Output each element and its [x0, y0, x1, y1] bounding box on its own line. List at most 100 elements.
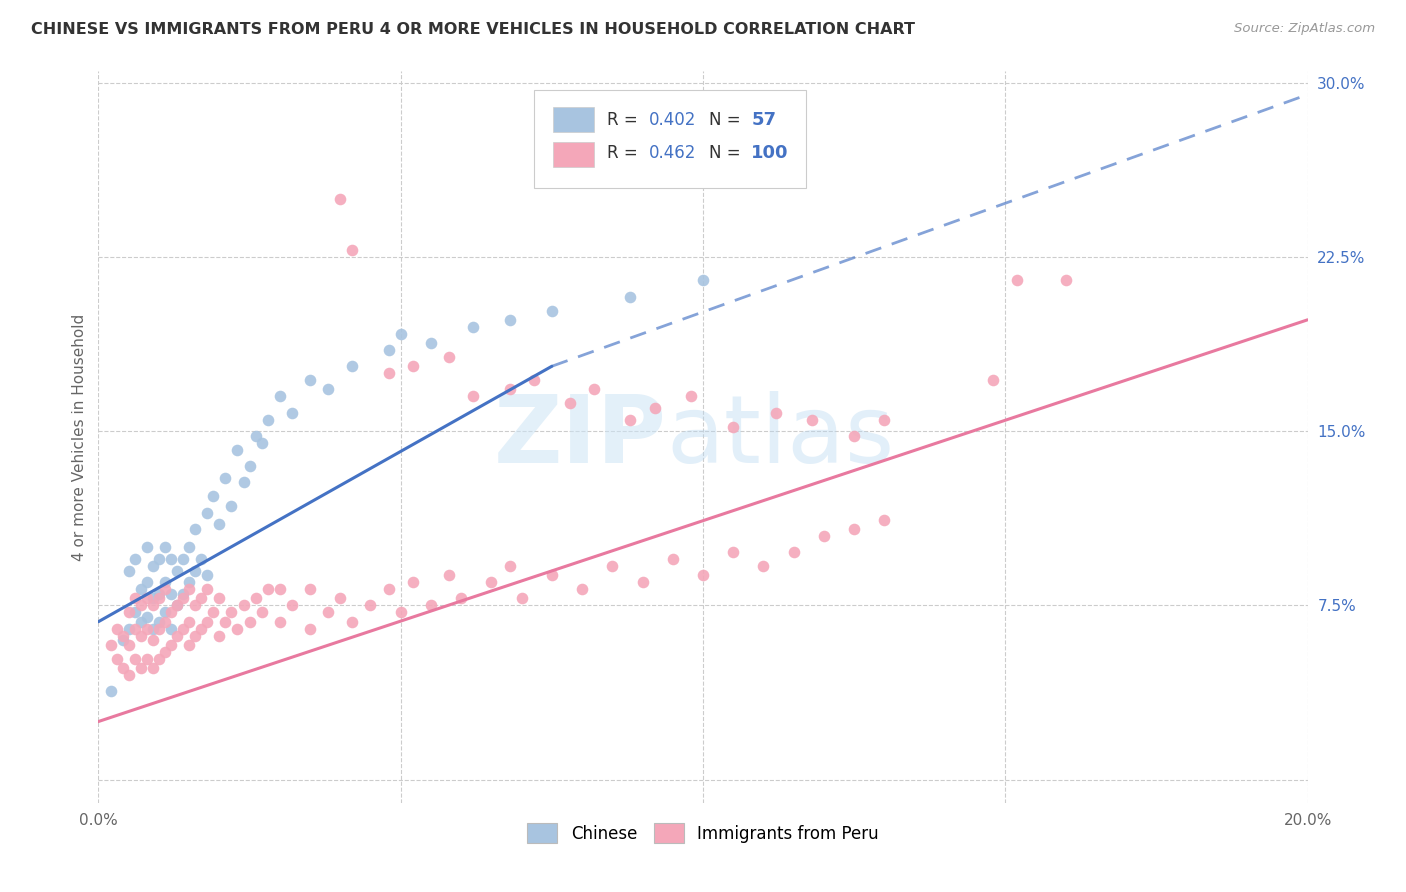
Point — [179, 575, 201, 590]
Point — [124, 606, 146, 620]
Point — [118, 638, 141, 652]
Text: N =: N = — [709, 145, 747, 162]
Point — [160, 622, 183, 636]
Point — [463, 389, 485, 403]
Point — [316, 383, 339, 397]
Text: 100: 100 — [751, 145, 789, 162]
Point — [148, 552, 170, 566]
Point — [226, 442, 249, 457]
Point — [142, 591, 165, 606]
Point — [166, 599, 188, 613]
Point — [498, 558, 520, 573]
Point — [124, 591, 146, 606]
Text: 0.402: 0.402 — [648, 111, 696, 128]
Point — [844, 429, 866, 443]
Point — [214, 615, 236, 629]
Point — [873, 412, 896, 426]
Point — [402, 575, 425, 590]
Point — [245, 429, 267, 443]
Point — [208, 517, 231, 532]
Point — [221, 499, 243, 513]
Point — [692, 273, 714, 287]
Point — [498, 313, 520, 327]
Point — [105, 652, 128, 666]
Point — [124, 552, 146, 566]
Text: 57: 57 — [751, 111, 776, 128]
Point — [342, 615, 364, 629]
Point — [179, 582, 201, 597]
Text: Source: ZipAtlas.com: Source: ZipAtlas.com — [1234, 22, 1375, 36]
Point — [118, 564, 141, 578]
Point — [208, 629, 231, 643]
Point — [135, 541, 157, 555]
Point — [800, 412, 823, 426]
Point — [160, 552, 183, 566]
Point — [195, 615, 218, 629]
Point — [377, 343, 399, 357]
Point — [723, 164, 745, 178]
Point — [153, 575, 176, 590]
Point — [498, 383, 520, 397]
Point — [184, 564, 207, 578]
Point — [111, 661, 134, 675]
Point — [583, 383, 606, 397]
Point — [619, 412, 641, 426]
Point — [195, 506, 218, 520]
Point — [153, 615, 176, 629]
Point — [402, 359, 425, 374]
Point — [269, 582, 291, 597]
Point — [179, 541, 201, 555]
Point — [329, 192, 352, 206]
Point — [124, 622, 146, 636]
FancyBboxPatch shape — [553, 143, 595, 167]
Point — [195, 582, 218, 597]
Point — [142, 622, 165, 636]
Y-axis label: 4 or more Vehicles in Household: 4 or more Vehicles in Household — [72, 313, 87, 561]
Point — [129, 661, 152, 675]
Point — [450, 591, 472, 606]
Text: R =: R = — [607, 111, 644, 128]
Point — [179, 615, 201, 629]
Point — [692, 568, 714, 582]
Point — [129, 599, 152, 613]
Point — [142, 599, 165, 613]
Point — [342, 359, 364, 374]
Point — [160, 606, 183, 620]
Point — [437, 350, 460, 364]
Point — [184, 522, 207, 536]
Point — [202, 489, 225, 503]
Text: 0.462: 0.462 — [648, 145, 696, 162]
Point — [184, 599, 207, 613]
Point — [316, 606, 339, 620]
Point — [232, 599, 254, 613]
Point — [765, 406, 787, 420]
Point — [153, 645, 176, 659]
Point — [111, 629, 134, 643]
Point — [166, 599, 188, 613]
Point — [619, 290, 641, 304]
Point — [105, 622, 128, 636]
Point — [202, 606, 225, 620]
Point — [813, 529, 835, 543]
Point — [172, 622, 194, 636]
Point — [463, 319, 485, 334]
Point — [142, 661, 165, 675]
Point — [124, 652, 146, 666]
Point — [172, 587, 194, 601]
Point — [256, 582, 278, 597]
Point — [195, 568, 218, 582]
Point — [631, 575, 654, 590]
FancyBboxPatch shape — [553, 107, 595, 132]
Point — [377, 366, 399, 380]
Point — [329, 591, 352, 606]
Legend: Chinese, Immigrants from Peru: Chinese, Immigrants from Peru — [520, 817, 886, 849]
Point — [752, 558, 775, 573]
FancyBboxPatch shape — [534, 90, 806, 188]
Point — [661, 552, 683, 566]
Point — [723, 419, 745, 434]
Point — [135, 652, 157, 666]
Point — [239, 459, 262, 474]
Point — [118, 606, 141, 620]
Point — [172, 591, 194, 606]
Point — [135, 575, 157, 590]
